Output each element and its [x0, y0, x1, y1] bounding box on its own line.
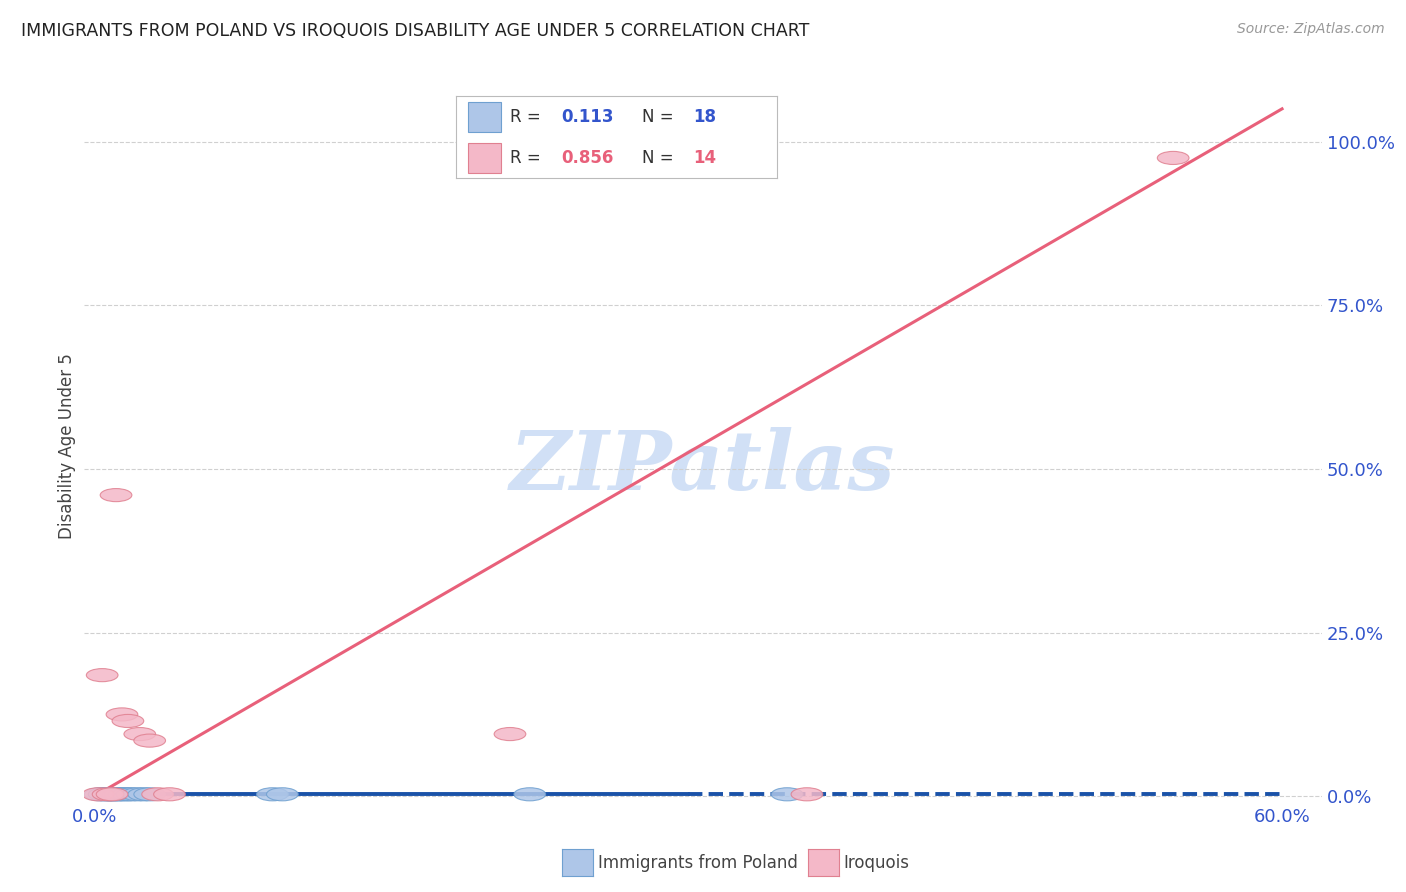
Ellipse shape [84, 788, 117, 801]
Ellipse shape [515, 788, 546, 801]
Ellipse shape [103, 788, 134, 801]
Ellipse shape [792, 788, 823, 801]
Ellipse shape [122, 788, 153, 801]
Ellipse shape [494, 728, 526, 740]
Ellipse shape [112, 714, 143, 728]
Ellipse shape [256, 788, 288, 801]
Text: ZIPatlas: ZIPatlas [510, 427, 896, 508]
Ellipse shape [134, 734, 166, 747]
Ellipse shape [98, 788, 129, 801]
Ellipse shape [142, 788, 173, 801]
Text: Source: ZipAtlas.com: Source: ZipAtlas.com [1237, 22, 1385, 37]
Ellipse shape [100, 489, 132, 501]
Ellipse shape [267, 788, 298, 801]
Ellipse shape [124, 728, 156, 740]
Text: Immigrants from Poland: Immigrants from Poland [598, 854, 797, 871]
Ellipse shape [1157, 152, 1189, 164]
Ellipse shape [83, 788, 114, 801]
Ellipse shape [117, 788, 148, 801]
Ellipse shape [128, 788, 160, 801]
Ellipse shape [94, 788, 127, 801]
Ellipse shape [108, 788, 139, 801]
Ellipse shape [93, 788, 124, 801]
Ellipse shape [153, 788, 186, 801]
Ellipse shape [104, 788, 136, 801]
Y-axis label: Disability Age Under 5: Disability Age Under 5 [58, 353, 76, 539]
Text: Iroquois: Iroquois [844, 854, 910, 871]
Ellipse shape [112, 788, 143, 801]
Ellipse shape [96, 788, 128, 801]
Ellipse shape [772, 788, 803, 801]
Ellipse shape [134, 788, 166, 801]
Ellipse shape [105, 708, 138, 721]
Ellipse shape [96, 788, 128, 801]
Text: IMMIGRANTS FROM POLAND VS IROQUOIS DISABILITY AGE UNDER 5 CORRELATION CHART: IMMIGRANTS FROM POLAND VS IROQUOIS DISAB… [21, 22, 810, 40]
Ellipse shape [93, 788, 124, 801]
Ellipse shape [89, 788, 120, 801]
Ellipse shape [86, 669, 118, 681]
